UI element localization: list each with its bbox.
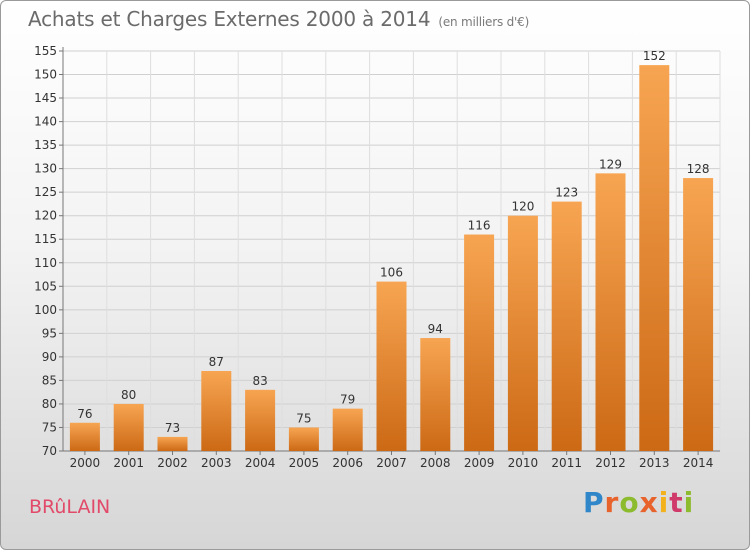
value-label-2012: 129 <box>599 157 622 171</box>
label-layer: 76 80 73 87 83 75 79 106 94 116 120 123 129 152 128 <box>77 49 709 435</box>
value-label-2014: 128 <box>687 162 710 176</box>
bar-2009 <box>464 234 495 451</box>
value-label-2003: 87 <box>209 355 224 369</box>
x-tick-label-2013: 2013 <box>639 456 670 470</box>
chart-unit: (en milliers d'€) <box>438 15 530 29</box>
chart-title-text: Achats et Charges Externes 2000 à 2014 <box>28 7 431 31</box>
y-tick-label: 155 <box>34 44 57 58</box>
value-label-2008: 94 <box>428 322 443 336</box>
value-label-2007: 106 <box>380 266 403 280</box>
bar-2007 <box>376 281 407 451</box>
y-tick-label: 120 <box>34 209 57 223</box>
x-tick-label-2003: 2003 <box>201 456 232 470</box>
x-tick-label-2006: 2006 <box>332 456 363 470</box>
value-label-2011: 123 <box>555 186 578 200</box>
y-tick-label: 75 <box>42 420 57 434</box>
y-tick-label: 130 <box>34 162 57 176</box>
bar-2002 <box>157 436 188 451</box>
x-tick-label-2009: 2009 <box>464 456 495 470</box>
bar-2008 <box>420 338 451 451</box>
value-label-2005: 75 <box>296 411 311 425</box>
value-label-2010: 120 <box>511 200 534 214</box>
x-tick-label-2011: 2011 <box>551 456 582 470</box>
bar-2014 <box>683 178 714 451</box>
value-label-2004: 83 <box>252 374 267 388</box>
value-label-2006: 79 <box>340 393 355 407</box>
value-label-2009: 116 <box>468 219 491 233</box>
bar-2013 <box>639 65 670 451</box>
y-tick-label: 105 <box>34 279 57 293</box>
y-tick-label: 95 <box>42 326 57 340</box>
y-tick-label: 90 <box>42 350 57 364</box>
y-tick-label: 150 <box>34 68 57 82</box>
y-tick-label: 80 <box>42 397 57 411</box>
bar-2001 <box>113 403 144 451</box>
y-tick-label: 145 <box>34 91 57 105</box>
x-tick-label-2014: 2014 <box>683 456 714 470</box>
chart-title: Achats et Charges Externes 2000 à 2014 (e… <box>28 7 529 31</box>
bar-2006 <box>332 408 363 451</box>
y-tick-label: 115 <box>34 232 57 246</box>
bar-2003 <box>201 371 232 451</box>
bar-2005 <box>288 427 319 451</box>
x-tick-label-2001: 2001 <box>113 456 144 470</box>
bar-2000 <box>69 422 100 451</box>
x-tick-label-2012: 2012 <box>595 456 626 470</box>
bar-2004 <box>245 389 276 451</box>
y-tick-label: 70 <box>42 444 57 458</box>
value-label-2001: 80 <box>121 388 136 402</box>
bar-2011 <box>551 201 582 451</box>
axis-layer: 70 75 80 85 90 95 100 105 110 115 120 125 130 135 140 1… <box>34 44 720 470</box>
value-label-2002: 73 <box>165 421 180 435</box>
x-tick-label-2002: 2002 <box>157 456 188 470</box>
x-tick-label-2008: 2008 <box>420 456 451 470</box>
value-label-2013: 152 <box>643 49 666 63</box>
commune-name: BRûLAIN <box>29 496 111 518</box>
x-tick-label-2004: 2004 <box>245 456 276 470</box>
value-label-2000: 76 <box>77 407 92 421</box>
y-tick-label: 140 <box>34 115 57 129</box>
y-tick-label: 135 <box>34 138 57 152</box>
y-tick-label: 100 <box>34 303 57 317</box>
x-tick-label-2005: 2005 <box>289 456 320 470</box>
bar-2010 <box>507 215 538 451</box>
y-tick-label: 110 <box>34 256 57 270</box>
y-tick-label: 125 <box>34 185 57 199</box>
x-tick-label-2007: 2007 <box>376 456 407 470</box>
proxiti-logo: Proxiti <box>583 486 695 519</box>
x-tick-label-2000: 2000 <box>70 456 101 470</box>
bar-layer <box>69 65 714 451</box>
y-tick-label: 85 <box>42 373 57 387</box>
x-tick-label-2010: 2010 <box>508 456 539 470</box>
bar-2012 <box>595 173 626 451</box>
